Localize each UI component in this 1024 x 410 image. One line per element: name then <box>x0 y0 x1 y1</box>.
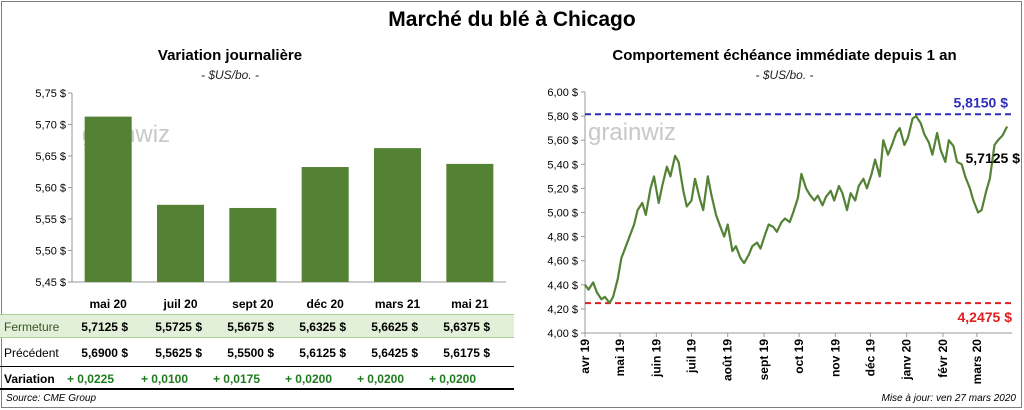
main-title: Marché du blé à Chicago <box>388 8 636 31</box>
previous-value: 5,6175 $ <box>443 346 490 360</box>
previous-label: Précédent <box>4 346 59 360</box>
bar-category-label: mai 21 <box>451 297 489 311</box>
line-y-tick-label: 5,40 $ <box>547 159 578 171</box>
previous-value: 5,5500 $ <box>227 346 274 360</box>
close-value: 5,5725 $ <box>155 320 202 334</box>
line-y-tick-label: 4,80 $ <box>547 232 578 244</box>
close-value: 5,6625 $ <box>371 320 418 334</box>
bar-category-label: juil 20 <box>162 297 197 311</box>
line-y-tick-label: 4,60 $ <box>547 256 578 268</box>
bar-category-label: mars 21 <box>375 297 421 311</box>
bar <box>301 167 349 282</box>
line-y-tick-label: 5,80 $ <box>547 111 578 123</box>
line-x-tick-label: avr 19 <box>578 339 592 374</box>
line-x-tick-label: sept 19 <box>757 339 771 381</box>
bar-category-label: mai 20 <box>89 297 127 311</box>
close-value: 5,7125 $ <box>81 320 128 334</box>
line-y-tick-label: 6,00 $ <box>547 87 578 99</box>
bar <box>446 163 494 282</box>
variation-value: + 0,0200 <box>356 372 404 386</box>
line-y-tick-label: 5,20 $ <box>547 183 578 195</box>
bar <box>156 204 205 282</box>
variation-value: + 0,0200 <box>284 372 332 386</box>
table-row-previous: Précédent 5,6900 $ 5,5625 $ 5,5500 $ 5,6… <box>0 341 514 365</box>
bar-y-tick-label: 5,65 $ <box>35 151 66 163</box>
bar-category-label: déc 20 <box>306 297 344 311</box>
wheat-price-series-line <box>584 114 1009 304</box>
previous-value: 5,6425 $ <box>371 346 418 360</box>
previous-value: 5,5625 $ <box>155 346 202 360</box>
line-x-tick-label: nov 19 <box>828 339 842 377</box>
daily-variation-bar-chart: grainwiz 5,45 $5,50 $5,55 $5,60 $5,65 $5… <box>35 88 506 311</box>
line-y-tick-label: 4,40 $ <box>547 280 578 292</box>
line-y-tick-label: 4,00 $ <box>547 328 578 340</box>
source-note: Source: CME Group <box>6 393 97 404</box>
variation-value: + 0,0225 <box>66 372 114 386</box>
bar-y-tick-label: 5,45 $ <box>35 277 66 289</box>
min-value-label: 4,2475 $ <box>958 309 1013 325</box>
update-note: Mise à jour: ven 27 mars 2020 <box>881 393 1016 404</box>
line-y-tick-label: 5,00 $ <box>547 208 578 220</box>
bar <box>229 207 277 282</box>
variation-label: Variation <box>4 372 55 386</box>
left-chart-unit: - $US/bo. - <box>200 68 260 82</box>
left-chart-title: Variation journalière <box>157 47 303 64</box>
bar-y-tick-label: 5,70 $ <box>35 120 66 132</box>
line-x-tick-label: mai 19 <box>613 339 627 377</box>
table-row-close: Fermeture 5,7125 $ 5,5725 $ 5,5675 $ 5,6… <box>0 314 514 338</box>
line-x-tick-label: août 19 <box>721 339 735 381</box>
bar-y-tick-label: 5,60 $ <box>35 183 66 195</box>
close-label: Fermeture <box>4 320 60 334</box>
variation-value: + 0,0200 <box>428 372 476 386</box>
table-row-variation: Variation + 0,0225 + 0,0100 + 0,0175 + 0… <box>0 366 514 390</box>
line-x-tick-label: déc 19 <box>863 339 877 377</box>
variation-value: + 0,0175 <box>212 372 260 386</box>
line-x-tick-label: mars 20 <box>970 339 984 385</box>
close-value: 5,6375 $ <box>443 320 490 334</box>
bar-y-tick-label: 5,55 $ <box>35 214 66 226</box>
last-value-label: 5,7125 $ <box>966 150 1021 166</box>
bar-y-tick-label: 5,75 $ <box>35 88 66 100</box>
bar <box>373 148 422 282</box>
bar-y-tick-label: 5,50 $ <box>35 246 66 258</box>
previous-value: 5,6125 $ <box>299 346 346 360</box>
bar-category-label: sept 20 <box>232 297 274 311</box>
close-value: 5,6325 $ <box>299 320 346 334</box>
line-x-tick-label: janv 20 <box>900 339 914 381</box>
bar <box>84 116 132 282</box>
variation-value: + 0,0100 <box>140 372 188 386</box>
right-chart-unit: - $US/bo. - <box>755 68 814 82</box>
close-value: 5,5675 $ <box>227 320 274 334</box>
previous-value: 5,6900 $ <box>81 346 128 360</box>
line-x-tick-label: juil 19 <box>684 339 698 374</box>
right-chart-title: Comportement échéance immédiate depuis 1… <box>612 47 957 64</box>
line-x-tick-label: févr 20 <box>936 339 950 378</box>
line-x-tick-label: oct 19 <box>792 339 806 374</box>
front-month-line-chart: grainwiz 4,00 $ 4,20 $ 4,40 $ 4,60 $ 4,80 $ 5… <box>547 87 1021 385</box>
max-value-label: 5,8150 $ <box>954 94 1009 110</box>
right-watermark: grainwiz <box>588 119 676 146</box>
line-y-tick-label: 4,20 $ <box>547 304 578 316</box>
line-x-tick-label: juin 19 <box>649 339 663 378</box>
line-y-tick-label: 5,60 $ <box>547 135 578 147</box>
